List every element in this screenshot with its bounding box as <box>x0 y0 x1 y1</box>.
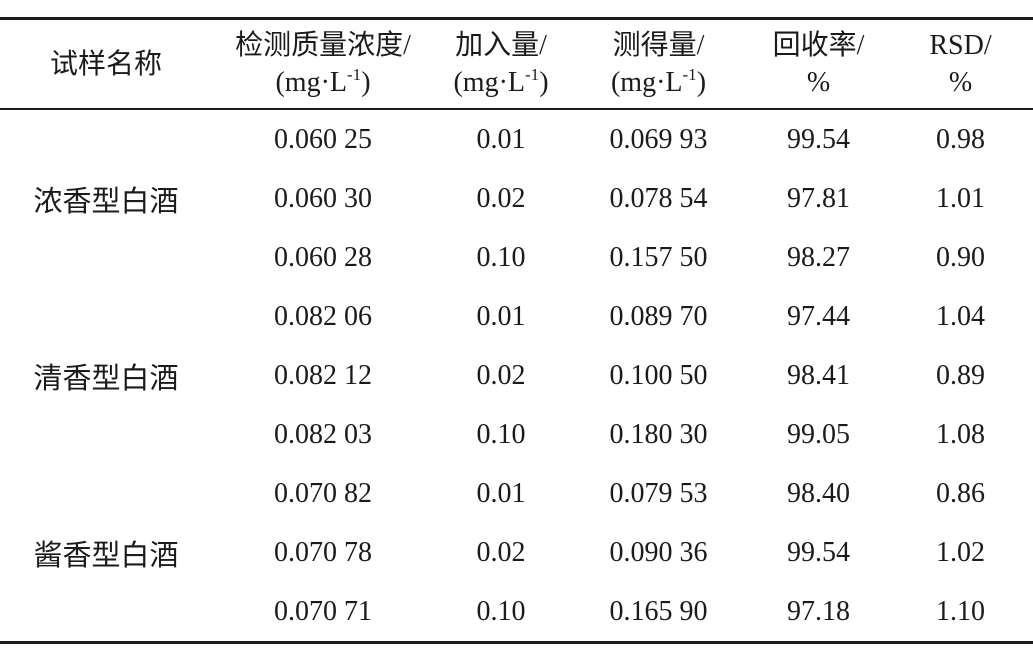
unit-close: ) <box>696 67 707 98</box>
table-row: 0.082 03 0.10 0.180 30 99.05 1.08 <box>0 405 1033 464</box>
unit-exponent: -1 <box>347 64 362 84</box>
cell-recovery: 98.27 <box>787 241 850 273</box>
cell-added: 0.01 <box>476 300 526 332</box>
cell-added: 0.02 <box>476 536 526 568</box>
cell-rsd: 0.98 <box>936 123 985 155</box>
cell-rsd: 0.86 <box>936 477 985 509</box>
cell-recovery: 97.81 <box>787 182 850 214</box>
cell-measured: 0.078 54 <box>609 182 708 214</box>
cell-added: 0.02 <box>476 359 526 391</box>
table-row: 清香型白酒 0.082 06 0.01 0.089 70 97.44 1.04 <box>0 287 1033 395</box>
cell-detected: 0.070 78 <box>274 536 372 568</box>
cell-recovery: 98.40 <box>787 477 850 509</box>
cell-measured: 0.090 36 <box>609 536 708 568</box>
col-header-detected: 检测质量浓度/ (mg·L-1) <box>212 19 434 110</box>
recovery-table: 试样名称 检测质量浓度/ (mg·L-1) 加入量/ (mg·L-1) 测得量/… <box>0 17 1033 644</box>
cell-measured: 0.069 93 <box>609 123 708 155</box>
table-row: 0.060 30 0.02 0.078 54 97.81 1.01 <box>0 169 1033 228</box>
header-unit: % <box>806 67 831 98</box>
cell-detected: 0.082 12 <box>274 359 372 391</box>
col-header-recovery: 回收率/ % <box>749 19 888 110</box>
table-header: 试样名称 检测质量浓度/ (mg·L-1) 加入量/ (mg·L-1) 测得量/… <box>0 19 1033 110</box>
table-row: 0.070 71 0.10 0.165 90 97.18 1.10 <box>0 582 1033 643</box>
cell-added: 0.10 <box>476 418 526 450</box>
sample-name-cell: 清香型白酒 <box>33 362 179 395</box>
cell-rsd: 1.02 <box>936 536 985 568</box>
header-label: 回收率/ <box>772 30 865 61</box>
cell-detected: 0.070 82 <box>274 477 372 509</box>
cell-rsd: 1.04 <box>936 300 985 332</box>
cell-added: 0.01 <box>476 123 526 155</box>
header-row: 试样名称 检测质量浓度/ (mg·L-1) 加入量/ (mg·L-1) 测得量/… <box>0 19 1033 110</box>
table-row: 酱香型白酒 0.070 82 0.01 0.079 53 98.40 0.86 <box>0 464 1033 572</box>
col-header-rsd: RSD/ % <box>888 19 1033 110</box>
cell-detected: 0.060 30 <box>274 182 372 214</box>
header-unit: (mg·L-1) <box>568 64 749 101</box>
cell-rsd: 0.89 <box>936 359 985 391</box>
cell-measured: 0.089 70 <box>609 300 708 332</box>
table-body: 浓香型白酒 0.060 25 0.01 0.069 93 99.54 0.98 … <box>0 109 1033 643</box>
cell-detected: 0.082 06 <box>274 300 372 332</box>
header-unit: % <box>948 67 973 98</box>
sample-name-cell: 酱香型白酒 <box>33 539 179 572</box>
col-header-sample: 试样名称 <box>0 19 212 110</box>
unit-exponent: -1 <box>682 64 697 84</box>
cell-rsd: 0.90 <box>936 241 985 273</box>
header-label: 试样名称 <box>49 48 162 80</box>
cell-added: 0.10 <box>476 595 526 627</box>
table-row: 浓香型白酒 0.060 25 0.01 0.069 93 99.54 0.98 <box>0 109 1033 218</box>
cell-rsd: 1.10 <box>936 595 985 627</box>
cell-measured: 0.165 90 <box>609 595 708 627</box>
header-label: 加入量/ <box>455 30 547 61</box>
col-header-added: 加入量/ (mg·L-1) <box>434 19 568 110</box>
col-header-measured: 测得量/ (mg·L-1) <box>568 19 749 110</box>
unit-close: ) <box>539 67 549 98</box>
cell-detected: 0.060 28 <box>274 241 372 273</box>
cell-recovery: 99.05 <box>787 418 850 450</box>
cell-measured: 0.079 53 <box>609 477 708 509</box>
header-unit: (mg·L-1) <box>212 64 434 101</box>
header-unit: (mg·L-1) <box>434 64 568 101</box>
header-label: 测得量/ <box>612 30 705 61</box>
cell-measured: 0.157 50 <box>609 241 708 273</box>
cell-detected: 0.082 03 <box>274 418 372 450</box>
table-row: 0.070 78 0.02 0.090 36 99.54 1.02 <box>0 523 1033 582</box>
cell-recovery: 99.54 <box>787 123 850 155</box>
header-label: 检测质量浓度/ <box>235 30 411 61</box>
cell-recovery: 97.44 <box>787 300 850 332</box>
header-label: RSD/ <box>929 30 992 61</box>
cell-recovery: 99.54 <box>787 536 850 568</box>
unit-open: (mg·L <box>453 67 526 98</box>
cell-measured: 0.180 30 <box>609 418 708 450</box>
cell-added: 0.10 <box>476 241 526 273</box>
cell-measured: 0.100 50 <box>609 359 708 391</box>
cell-rsd: 1.08 <box>936 418 985 450</box>
table-row: 0.060 28 0.10 0.157 50 98.27 0.90 <box>0 228 1033 287</box>
unit-close: ) <box>361 67 371 98</box>
table-row: 0.082 12 0.02 0.100 50 98.41 0.89 <box>0 346 1033 405</box>
cell-detected: 0.060 25 <box>274 123 372 155</box>
cell-added: 0.01 <box>476 477 526 509</box>
sample-name-cell: 浓香型白酒 <box>33 185 179 218</box>
cell-added: 0.02 <box>476 182 526 214</box>
unit-open: (mg·L <box>610 67 683 98</box>
unit-open: (mg·L <box>275 67 348 98</box>
cell-rsd: 1.01 <box>936 182 985 214</box>
cell-detected: 0.070 71 <box>274 595 372 627</box>
unit-exponent: -1 <box>525 64 540 84</box>
cell-recovery: 98.41 <box>787 359 850 391</box>
cell-recovery: 97.18 <box>787 595 850 627</box>
